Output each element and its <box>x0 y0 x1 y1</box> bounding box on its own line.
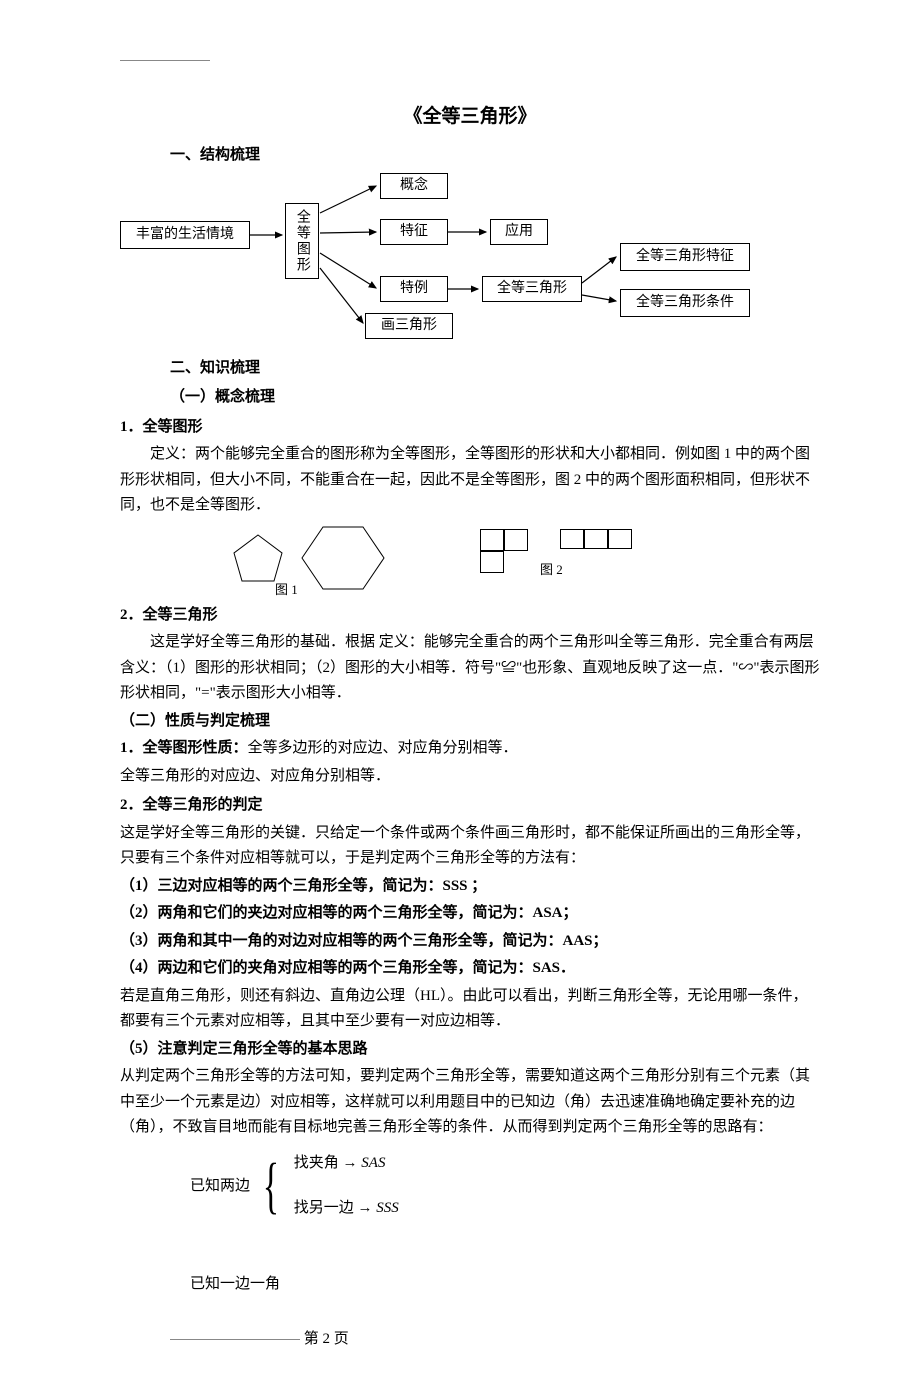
fig2-sq3 <box>480 551 504 573</box>
fig2-sq2 <box>504 529 528 551</box>
brace-item-1b: SAS <box>361 1155 385 1171</box>
hexagon-large <box>298 523 388 593</box>
para-cong-tri-a: 这是学好全等三角形的基础．根据 <box>120 630 375 656</box>
page-footer: 第 2 页 <box>170 1327 820 1353</box>
brace-item-1: 找夹角 → SAS <box>294 1151 399 1177</box>
judge-1: （1）三边对应相等的两个三角形全等，简记为：SSS ； <box>120 874 820 900</box>
footer-page-number: 第 2 页 <box>304 1331 349 1347</box>
judge-3: （3）两角和其中一角的对边对应相等的两个三角形全等，简记为：AAS； <box>120 929 820 955</box>
head-prop: 1．全等图形性质： <box>120 740 248 756</box>
para-full-shape: 定义：两个能够完全重合的图形称为全等图形，全等图形的形状和大小都相同．例如图 1… <box>120 442 820 519</box>
judge-2: （2）两角和它们的夹边对应相等的两个三角形全等，简记为：ASA； <box>120 901 820 927</box>
section-1-heading: 一、结构梳理 <box>170 143 820 169</box>
para-hl: 若是直角三角形，则还有斜边、直角边公理（HL）。由此可以看出，判断三角形全等，无… <box>120 984 820 1035</box>
pentagon-small <box>230 533 286 585</box>
brace-item-2b: SSS <box>376 1200 399 1216</box>
page-title: 《全等三角形》 <box>120 101 820 133</box>
para-prop-line: 1．全等图形性质：全等多边形的对应边、对应角分别相等． <box>120 736 820 762</box>
sub-1-heading: （一）概念梳理 <box>170 385 820 411</box>
judge-5: （5）注意判定三角形全等的基本思路 <box>120 1037 820 1063</box>
diagram-arrows <box>120 173 820 348</box>
fig2-caption: 图 2 <box>540 559 563 581</box>
brace-known-two-sides: 已知两边 { 找夹角 → SAS 找另一边 → SSS <box>190 1151 820 1222</box>
brace-label: 已知两边 <box>190 1174 250 1200</box>
structure-diagram: 丰富的生活情境 全等图形 概念 特征 特例 画三角形 应用 全等三角形 全等三角… <box>120 173 820 348</box>
para-judge-intro: 这是学好全等三角形的关键．只给定一个条件或两个条件画三角形时，都不能保证所画出的… <box>120 821 820 872</box>
footer-rule <box>170 1339 300 1340</box>
figures-row: 图 1 图 2 <box>120 523 820 593</box>
head-judge: 2．全等三角形的判定 <box>120 793 820 819</box>
brace-symbol: { <box>263 1155 279 1217</box>
section-2-heading: 二、知识梳理 <box>170 356 820 382</box>
para-prop-b: 全等三角形的对应边、对应角分别相等． <box>120 764 820 790</box>
fig2-rect3 <box>608 529 632 549</box>
fig1-caption: 图 1 <box>275 579 298 601</box>
sub-2-heading: （二）性质与判定梳理 <box>120 709 820 735</box>
para-prop-a: 全等多边形的对应边、对应角分别相等． <box>248 740 518 756</box>
para-cong-tri: 这是学好全等三角形的基础．根据 定义：能够完全重合的两个三角形叫全等三角形．完全… <box>120 630 820 707</box>
head-full-shape: 1．全等图形 <box>120 415 820 441</box>
para-strategy: 从判定两个三角形全等的方法可知，要判定两个三角形全等，需要知道这两个三角形分别有… <box>120 1064 820 1141</box>
head-cong-tri: 2．全等三角形 <box>120 603 820 629</box>
brace-item-2: 找另一边 → SSS <box>294 1196 399 1222</box>
brace-item-1a: 找夹角 → <box>294 1155 362 1171</box>
known-one-side-angle: 已知一边一角 <box>190 1272 820 1298</box>
fig2-sq1 <box>480 529 504 551</box>
fig2-rect2 <box>584 529 608 549</box>
brace-item-2a: 找另一边 → <box>294 1200 377 1216</box>
header-rule <box>120 60 210 61</box>
brace-items: 找夹角 → SAS 找另一边 → SSS <box>294 1151 399 1222</box>
judge-4: （4）两边和它们的夹角对应相等的两个三角形全等，简记为：SAS． <box>120 956 820 982</box>
fig2-rect1 <box>560 529 584 549</box>
